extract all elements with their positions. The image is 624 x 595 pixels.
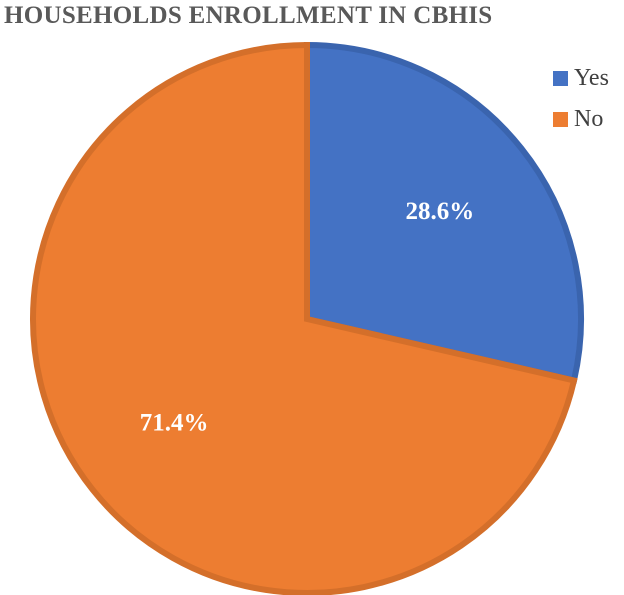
legend: Yes No: [553, 66, 609, 148]
legend-item-no: No: [553, 107, 609, 132]
legend-item-yes: Yes: [553, 66, 609, 91]
legend-label-yes: Yes: [574, 65, 609, 91]
chart-title: HOUSEHOLDS ENROLLMENT IN CBHIS: [4, 2, 493, 29]
legend-swatch-yes: [553, 71, 568, 86]
legend-swatch-no: [553, 112, 568, 127]
pie-data-labels: 28.6% 71.4%: [140, 198, 475, 437]
data-label-no: 71.4%: [140, 410, 209, 437]
pie-slice-no: [30, 41, 578, 595]
pie-slice-yes: [304, 41, 584, 385]
legend-label-no: No: [574, 106, 604, 132]
pie-slices: [30, 41, 584, 595]
data-label-yes: 28.6%: [406, 198, 475, 225]
